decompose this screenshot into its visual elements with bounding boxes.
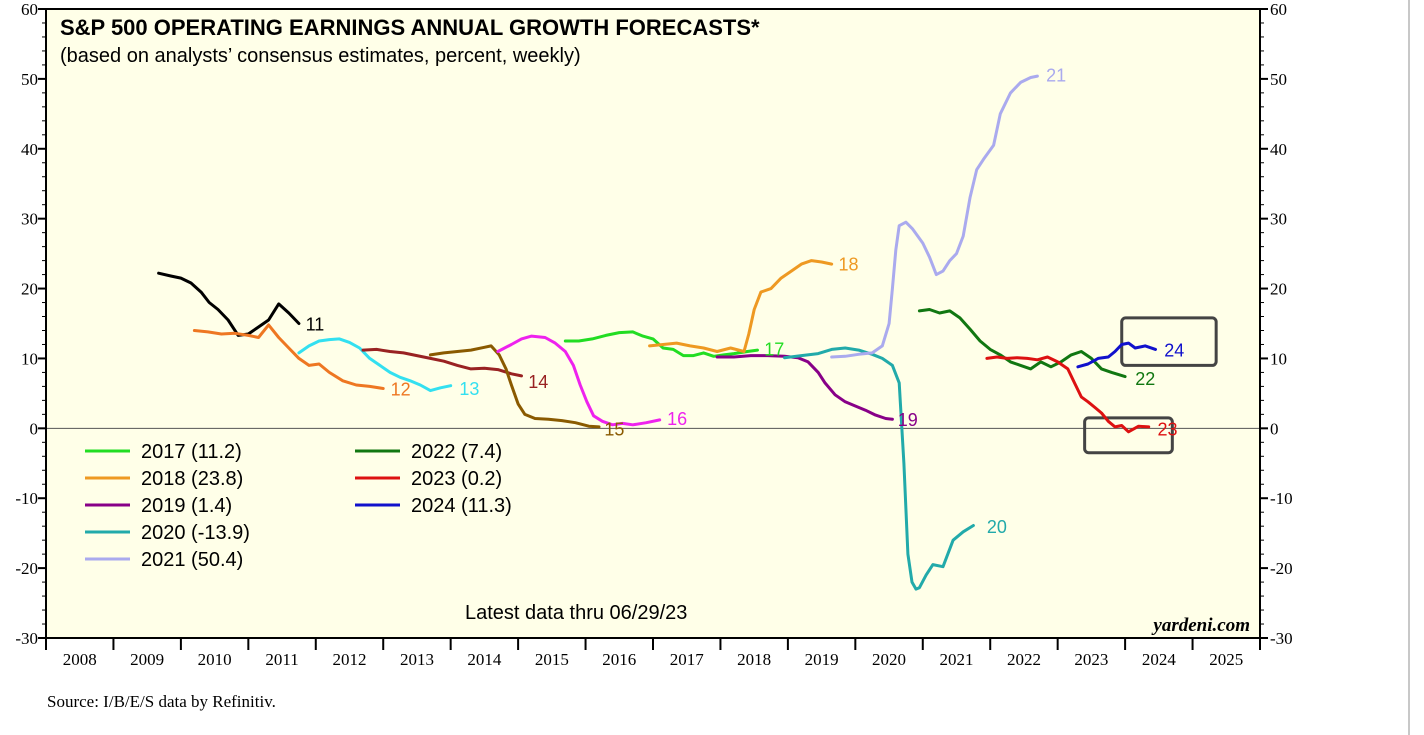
- series-line-11: [157, 271, 301, 337]
- x-tick-label: 2016: [602, 650, 636, 669]
- series-line-16: [496, 334, 662, 427]
- box-2023-forecast: [1083, 416, 1174, 455]
- source-note: Source: I/B/E/S data by Refinitiv.: [47, 692, 276, 711]
- legend: 2017 (11.2) 2018 (23.8) 2019 (1.4) 2020 (-1…: [85, 441, 512, 571]
- end-label-12: 12: [391, 379, 411, 399]
- yardeni-watermark: yardeni.com: [1151, 615, 1250, 636]
- end-label-layer: 11 12 13 14 15 16 17 18 19 20 21 22 23 24: [306, 66, 1185, 537]
- x-tick-label: 2024: [1142, 650, 1177, 669]
- y-tick-label-left: -20: [15, 559, 38, 578]
- series-line-13: [297, 337, 453, 393]
- plot-background: [46, 9, 1260, 638]
- highlight-box-layer: [1083, 316, 1218, 455]
- series-line-15: [428, 344, 601, 429]
- x-tick-label: 2025: [1209, 650, 1243, 669]
- series-line-22: [917, 308, 1127, 379]
- y-tick-label-right: -30: [1270, 629, 1293, 648]
- series-line-12: [192, 323, 385, 390]
- x-tick-label: 2019: [805, 650, 839, 669]
- y-tick-label-right: 50: [1270, 70, 1287, 89]
- end-label-24: 24: [1164, 340, 1184, 360]
- y-tick-label-left: 50: [21, 70, 38, 89]
- x-tick-label: 2020: [872, 650, 906, 669]
- x-tick-label: 2009: [130, 650, 164, 669]
- y-tick-label-right: 40: [1270, 140, 1287, 159]
- end-label-19: 19: [898, 410, 918, 430]
- end-label-21: 21: [1046, 66, 1066, 86]
- x-tick-label: 2013: [400, 650, 434, 669]
- x-tick-label: 2015: [535, 650, 569, 669]
- series-line-21: [830, 74, 1039, 359]
- series-line-19: [715, 354, 894, 421]
- y-tick-label-right: 10: [1270, 349, 1287, 368]
- x-tick-label: 2010: [198, 650, 232, 669]
- y-tick-label-left: 40: [21, 140, 38, 159]
- y-tick-label-left: 10: [21, 349, 38, 368]
- end-label-13: 13: [459, 379, 479, 399]
- x-tick-label: 2014: [467, 650, 502, 669]
- series-line-14: [361, 347, 523, 378]
- end-label-16: 16: [667, 409, 687, 429]
- legend-label: 2024 (11.3): [411, 495, 512, 517]
- x-tick-label: 2012: [333, 650, 367, 669]
- end-label-17: 17: [764, 340, 784, 360]
- end-label-11: 11: [306, 315, 325, 335]
- latest-data-note: Latest data thru 06/29/23: [465, 602, 687, 624]
- y-tick-label-left: 30: [21, 210, 38, 229]
- legend-label: 2018 (23.8): [141, 468, 243, 490]
- series-line-20: [783, 346, 975, 591]
- series-layer: [157, 74, 1157, 591]
- end-label-18: 18: [838, 254, 858, 274]
- x-tick-label: 2018: [737, 650, 771, 669]
- legend-label: 2023 (0.2): [411, 468, 502, 490]
- x-tick-label: 2008: [63, 650, 97, 669]
- y-tick-label-right: -10: [1270, 489, 1293, 508]
- end-label-14: 14: [528, 372, 548, 392]
- box-2024-forecast: [1120, 316, 1218, 367]
- legend-label: 2017 (11.2): [141, 441, 242, 463]
- y-tick-label-right: 30: [1270, 210, 1287, 229]
- y-tick-label-left: 60: [21, 0, 38, 19]
- legend-label: 2021 (50.4): [141, 549, 243, 571]
- series-line-17: [563, 330, 759, 358]
- end-label-22: 22: [1135, 369, 1155, 389]
- y-tick-label-right: -20: [1270, 559, 1293, 578]
- y-tick-label-right: 0: [1270, 419, 1279, 438]
- x-tick-label: 2021: [940, 650, 974, 669]
- chart-title: S&P 500 OPERATING EARNINGS ANNUAL GROWTH…: [60, 15, 760, 40]
- series-line-18: [648, 259, 834, 353]
- x-tick-label: 2022: [1007, 650, 1041, 669]
- y-tick-label-right: 20: [1270, 280, 1287, 299]
- x-tick-label: 2023: [1074, 650, 1108, 669]
- legend-label: 2020 (-13.9): [141, 522, 250, 544]
- end-label-23: 23: [1157, 419, 1177, 439]
- y-tick-label-left: 0: [30, 419, 39, 438]
- end-label-20: 20: [987, 517, 1007, 537]
- legend-label: 2019 (1.4): [141, 495, 232, 517]
- series-line-23: [985, 355, 1151, 434]
- x-tick-label: 2017: [670, 650, 705, 669]
- y-tick-label-left: -10: [15, 489, 38, 508]
- legend-label: 2022 (7.4): [411, 441, 502, 463]
- y-tick-label-left: 20: [21, 280, 38, 299]
- end-label-15: 15: [604, 419, 624, 439]
- series-line-24: [1076, 341, 1157, 369]
- page-edge-rule: [1408, 0, 1410, 735]
- chart-subtitle: (based on analysts’ consensus estimates,…: [60, 45, 581, 67]
- y-tick-label-left: -30: [15, 629, 38, 648]
- x-tick-label: 2011: [265, 650, 298, 669]
- y-tick-label-right: 60: [1270, 0, 1287, 19]
